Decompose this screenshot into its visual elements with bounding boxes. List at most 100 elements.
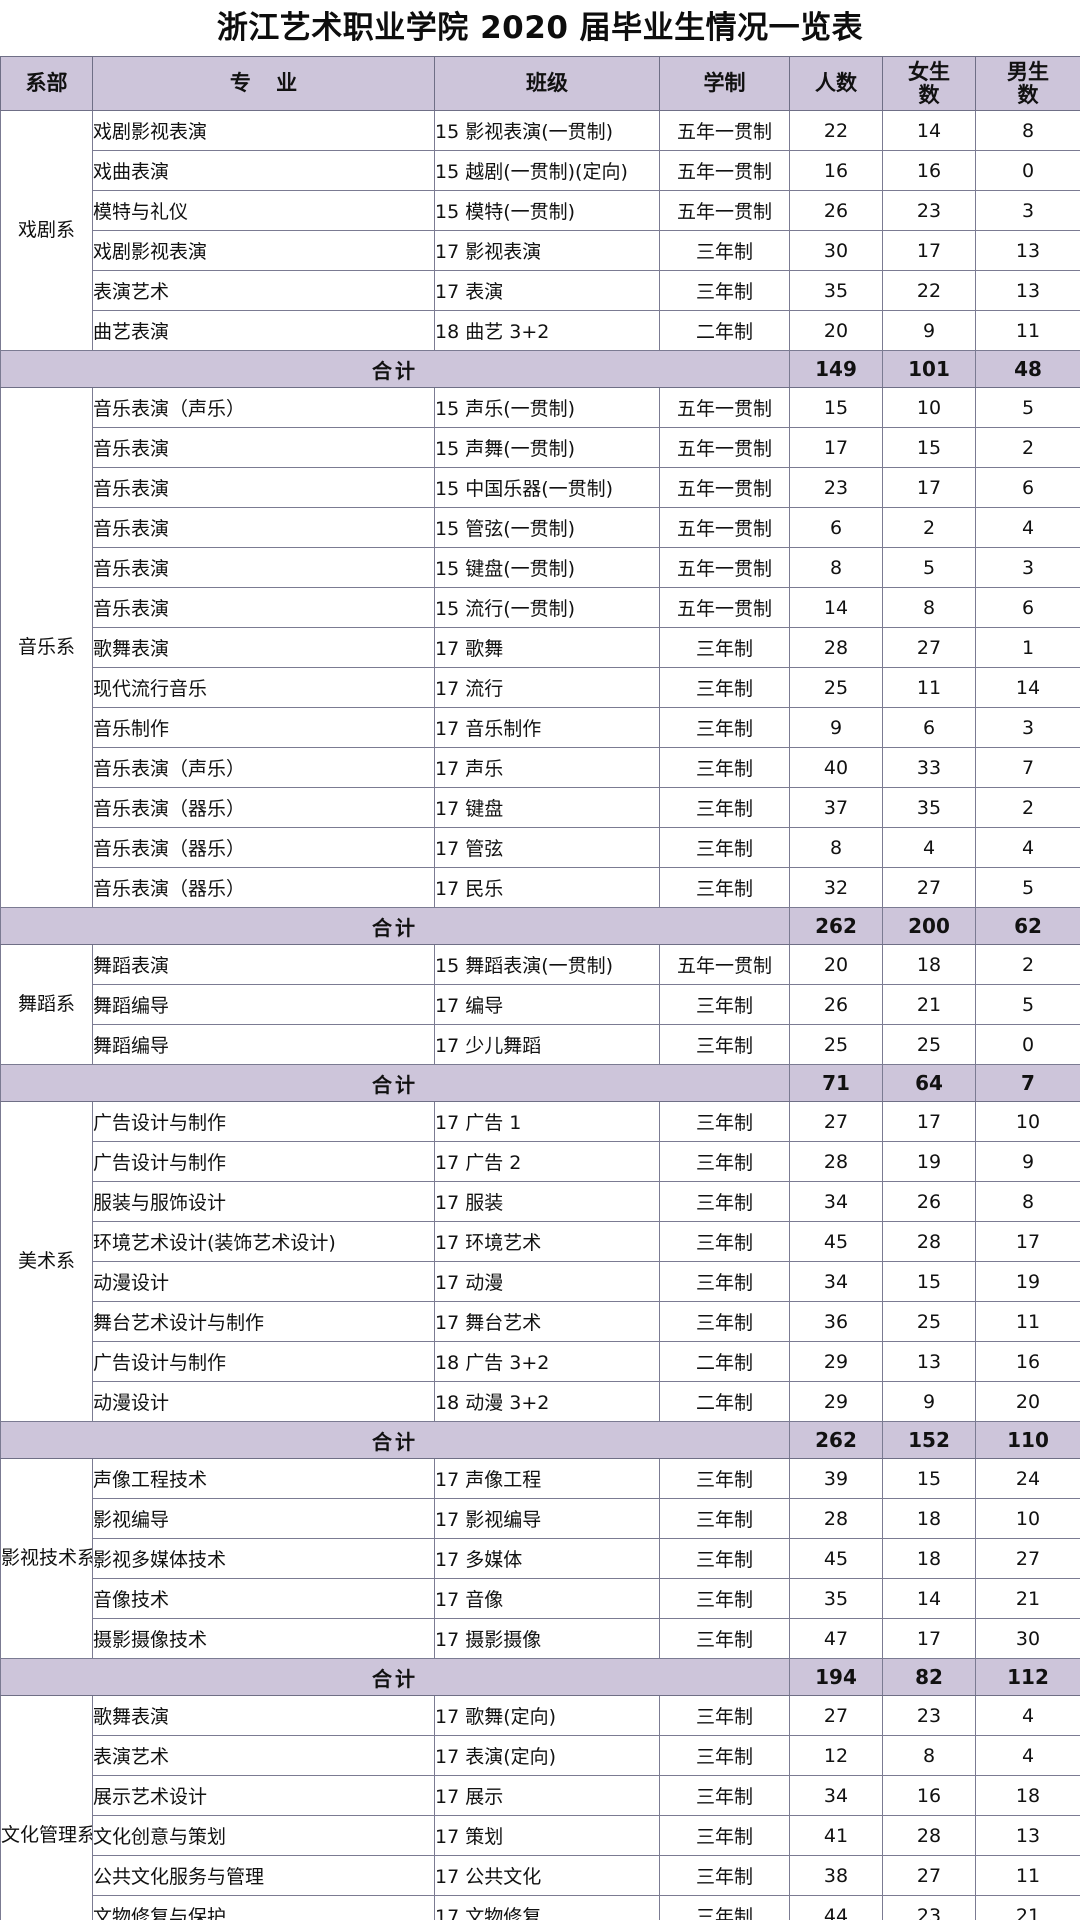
male-count-cell: 9 <box>975 1141 1080 1182</box>
major-cell: 音乐表演（声乐） <box>92 387 435 428</box>
count-cell: 22 <box>789 110 883 151</box>
female-count-cell: 15 <box>882 1261 976 1302</box>
table-row: 戏曲表演 15 越剧(一贯制)(定向) 五年一贯制 16 16 0 <box>1 150 1080 191</box>
count-cell: 34 <box>789 1261 883 1302</box>
female-count-cell: 15 <box>882 427 976 468</box>
male-count-cell: 24 <box>975 1458 1080 1499</box>
major-cell: 戏曲表演 <box>92 150 435 191</box>
section-total-male: 62 <box>975 907 1080 945</box>
column-header-dept: 系部 <box>0 56 93 111</box>
dept-cell: 影视技术系 <box>0 1458 93 1659</box>
system-cell: 五年一贯制 <box>659 427 790 468</box>
count-cell: 37 <box>789 787 883 828</box>
system-cell: 五年一贯制 <box>659 587 790 628</box>
male-count-cell: 13 <box>975 1815 1080 1856</box>
count-cell: 16 <box>789 150 883 191</box>
female-count-cell: 25 <box>882 1024 976 1065</box>
table-row: 动漫设计 17 动漫 三年制 34 15 19 <box>1 1261 1080 1302</box>
class-cell: 17 摄影摄像 <box>434 1618 660 1659</box>
female-count-cell: 5 <box>882 547 976 588</box>
count-cell: 45 <box>789 1221 883 1262</box>
graduates-table: 系部 专 业 班级 学制 人数 女生 数 男生 数 戏剧系 戏剧影视表演 15 影视… <box>0 56 1080 1920</box>
class-cell: 17 表演 <box>434 270 660 311</box>
table-row: 音乐表演 15 流行(一贯制) 五年一贯制 14 8 6 <box>1 587 1080 628</box>
major-cell: 声像工程技术 <box>92 1458 435 1499</box>
section-total-row: 合计 262 152 110 <box>0 1421 1080 1459</box>
male-count-cell: 6 <box>975 467 1080 508</box>
major-cell: 表演艺术 <box>92 1735 435 1776</box>
major-cell: 歌舞表演 <box>92 1695 435 1736</box>
major-cell: 动漫设计 <box>92 1381 435 1422</box>
male-count-cell: 11 <box>975 310 1080 351</box>
count-cell: 44 <box>789 1895 883 1920</box>
female-count-cell: 14 <box>882 110 976 151</box>
male-count-cell: 14 <box>975 667 1080 708</box>
table-row: 音乐表演 15 中国乐器(一贯制) 五年一贯制 23 17 6 <box>1 467 1080 508</box>
female-count-cell: 27 <box>882 1855 976 1896</box>
major-cell: 曲艺表演 <box>92 310 435 351</box>
section-total-count: 262 <box>789 1421 883 1459</box>
section-total-label: 合计 <box>0 1064 790 1102</box>
table-row: 音乐表演 15 声舞(一贯制) 五年一贯制 17 15 2 <box>1 427 1080 468</box>
count-cell: 15 <box>789 387 883 428</box>
male-count-cell: 3 <box>975 707 1080 748</box>
male-count-cell: 30 <box>975 1618 1080 1659</box>
table-row: 摄影摄像技术 17 摄影摄像 三年制 47 17 30 <box>1 1618 1080 1659</box>
class-cell: 15 影视表演(一贯制) <box>434 110 660 151</box>
table-row: 音乐系 音乐表演（声乐） 15 声乐(一贯制) 五年一贯制 15 10 5 <box>0 387 1080 908</box>
female-count-cell: 16 <box>882 150 976 191</box>
major-cell: 表演艺术 <box>92 270 435 311</box>
column-header-count: 人数 <box>789 56 883 111</box>
section-total-label: 合计 <box>0 1658 790 1696</box>
system-cell: 三年制 <box>659 984 790 1025</box>
female-count-cell: 4 <box>882 827 976 868</box>
class-cell: 18 曲艺 3+2 <box>434 310 660 351</box>
female-count-cell: 18 <box>882 944 976 985</box>
male-count-cell: 5 <box>975 984 1080 1025</box>
count-cell: 8 <box>789 827 883 868</box>
female-count-cell: 27 <box>882 867 976 908</box>
section-total-row: 合计 262 200 62 <box>0 907 1080 945</box>
female-count-cell: 10 <box>882 387 976 428</box>
column-header-female: 女生 数 <box>882 56 976 111</box>
count-cell: 47 <box>789 1618 883 1659</box>
count-cell: 23 <box>789 467 883 508</box>
system-cell: 三年制 <box>659 1301 790 1342</box>
female-count-cell: 8 <box>882 1735 976 1776</box>
system-cell: 三年制 <box>659 1181 790 1222</box>
section-total-female: 101 <box>882 350 976 388</box>
male-count-cell: 4 <box>975 1735 1080 1776</box>
male-count-cell: 6 <box>975 587 1080 628</box>
class-cell: 17 音乐制作 <box>434 707 660 748</box>
class-cell: 15 舞蹈表演(一贯制) <box>434 944 660 985</box>
system-cell: 三年制 <box>659 747 790 788</box>
major-cell: 戏剧影视表演 <box>92 230 435 271</box>
male-count-cell: 27 <box>975 1538 1080 1579</box>
count-cell: 32 <box>789 867 883 908</box>
class-cell: 18 动漫 3+2 <box>434 1381 660 1422</box>
count-cell: 25 <box>789 667 883 708</box>
major-cell: 音乐表演（声乐） <box>92 747 435 788</box>
class-cell: 18 广告 3+2 <box>434 1341 660 1382</box>
class-cell: 15 流行(一贯制) <box>434 587 660 628</box>
system-cell: 三年制 <box>659 827 790 868</box>
count-cell: 30 <box>789 230 883 271</box>
count-cell: 29 <box>789 1381 883 1422</box>
major-cell: 影视编导 <box>92 1498 435 1539</box>
system-cell: 三年制 <box>659 787 790 828</box>
dept-cell: 音乐系 <box>0 387 93 908</box>
male-count-cell: 8 <box>975 1181 1080 1222</box>
column-header-male-line1: 男生 <box>1007 59 1049 84</box>
system-cell: 二年制 <box>659 310 790 351</box>
female-count-cell: 16 <box>882 1775 976 1816</box>
table-row: 广告设计与制作 18 广告 3+2 二年制 29 13 16 <box>1 1341 1080 1382</box>
major-cell: 音乐表演（器乐） <box>92 867 435 908</box>
male-count-cell: 2 <box>975 787 1080 828</box>
count-cell: 29 <box>789 1341 883 1382</box>
male-count-cell: 0 <box>975 1024 1080 1065</box>
table-body: 戏剧系 戏剧影视表演 15 影视表演(一贯制) 五年一贯制 22 14 8 戏曲表演 15 越剧… <box>0 110 1080 1920</box>
female-count-cell: 25 <box>882 1301 976 1342</box>
class-cell: 17 歌舞(定向) <box>434 1695 660 1736</box>
count-cell: 28 <box>789 1498 883 1539</box>
